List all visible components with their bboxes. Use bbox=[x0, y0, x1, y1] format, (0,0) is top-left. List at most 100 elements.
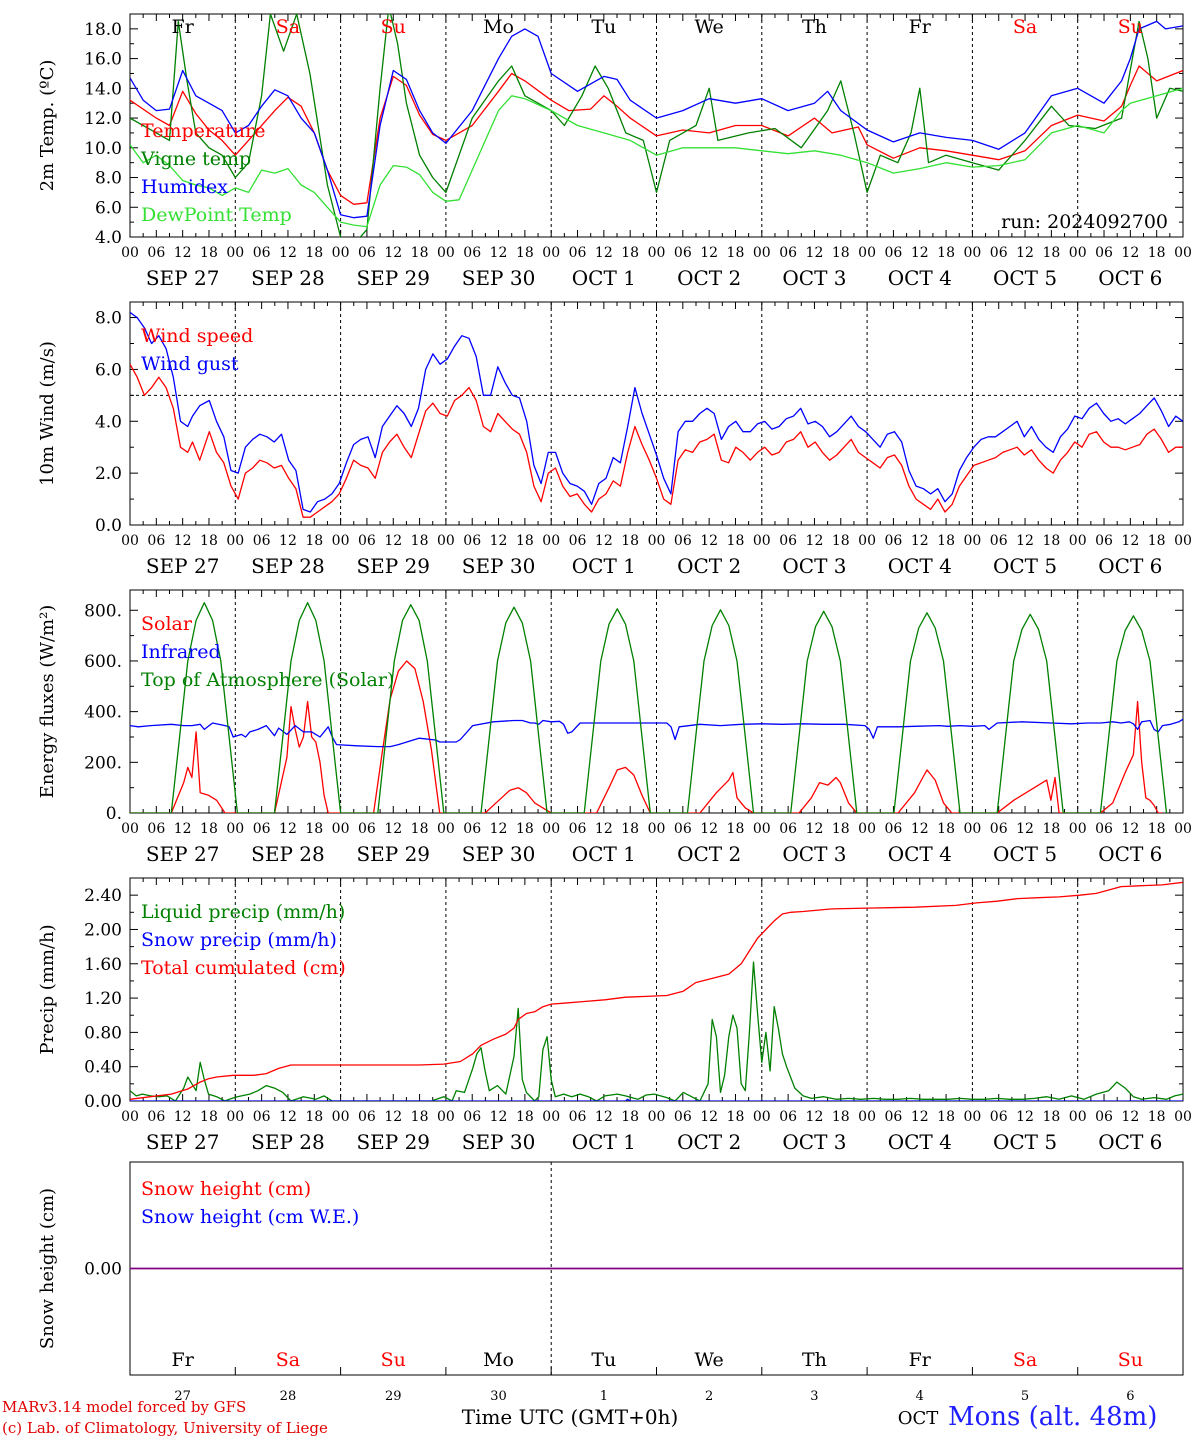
hour-tick-label: 00 bbox=[963, 821, 981, 837]
hour-tick-label: 00 bbox=[226, 821, 244, 837]
hour-tick-label: 18 bbox=[727, 1109, 745, 1125]
hour-tick-label: 00 bbox=[1069, 1109, 1087, 1125]
y-tick-label: 600. bbox=[84, 652, 122, 672]
hour-tick-label: 00 bbox=[1174, 821, 1192, 837]
date-label: OCT 1 bbox=[572, 554, 636, 578]
hour-tick-label: 18 bbox=[305, 245, 323, 261]
hour-tick-label: 18 bbox=[200, 1109, 218, 1125]
day-label: We bbox=[695, 16, 724, 38]
date-label: SEP 27 bbox=[146, 554, 220, 578]
y-axis-label: Snow height (cm) bbox=[37, 1188, 58, 1349]
hour-tick-label: 06 bbox=[779, 245, 797, 261]
hour-tick-label: 00 bbox=[226, 245, 244, 261]
day-label: Sa bbox=[1013, 1349, 1037, 1371]
day-label: Sa bbox=[276, 1349, 300, 1371]
hour-tick-label: 18 bbox=[621, 1109, 639, 1125]
y-tick-label: 10.0 bbox=[84, 139, 122, 159]
panel-temp: 4.0 6.0 8.0 10.0 12.0 14.0 16.0 18.0 2m Temp. (º… bbox=[37, 13, 1192, 290]
day-number-label: 6 bbox=[1126, 1389, 1134, 1404]
y-tick-label: 2.0 bbox=[95, 464, 122, 484]
series-line-vigne-temp bbox=[130, 14, 1183, 237]
hour-tick-label: 12 bbox=[1121, 245, 1139, 261]
series-line-top-of-atmosphere-solar- bbox=[130, 602, 1168, 813]
y-tick-label: 4.0 bbox=[95, 412, 122, 432]
y-tick-label: 0.40 bbox=[84, 1058, 122, 1078]
y-axis-label: 10m Wind (m/s) bbox=[37, 341, 58, 486]
day-number-label: 27 bbox=[174, 1389, 191, 1404]
hour-tick-label: 18 bbox=[411, 245, 429, 261]
y-tick-label: 16.0 bbox=[84, 50, 122, 70]
date-label: OCT 6 bbox=[1098, 266, 1162, 290]
hour-tick-label: 06 bbox=[463, 1109, 481, 1125]
legend-entry: Vigne temp bbox=[140, 148, 251, 170]
hour-tick-label: 06 bbox=[147, 821, 165, 837]
hour-tick-label: 00 bbox=[226, 533, 244, 549]
hour-tick-label: 18 bbox=[832, 245, 850, 261]
hour-tick-label: 06 bbox=[674, 821, 692, 837]
legend-entry: Liquid precip (mm/h) bbox=[141, 901, 345, 923]
series-line-temperature bbox=[130, 65, 1183, 205]
hour-tick-label: 00 bbox=[858, 821, 876, 837]
day-label: Mo bbox=[483, 1349, 514, 1371]
hour-tick-label: 00 bbox=[648, 821, 666, 837]
hour-tick-label: 18 bbox=[1042, 533, 1060, 549]
legend-entry: Infrared bbox=[141, 641, 221, 663]
date-label: OCT 4 bbox=[888, 1130, 952, 1154]
hour-tick-label: 00 bbox=[437, 245, 455, 261]
date-label: OCT 2 bbox=[677, 266, 741, 290]
y-tick-label: 14.0 bbox=[84, 79, 122, 99]
hour-tick-label: 18 bbox=[832, 533, 850, 549]
day-label: We bbox=[695, 1349, 724, 1371]
series-line-humidex bbox=[130, 20, 1183, 219]
series-line-solar bbox=[130, 660, 1163, 813]
y-tick-label: 200. bbox=[84, 753, 122, 773]
date-label: OCT 5 bbox=[993, 266, 1057, 290]
hour-tick-label: 18 bbox=[200, 533, 218, 549]
hour-tick-label: 12 bbox=[174, 245, 192, 261]
hour-tick-label: 00 bbox=[963, 533, 981, 549]
hour-tick-label: 06 bbox=[779, 1109, 797, 1125]
hour-tick-label: 12 bbox=[700, 1109, 718, 1125]
day-label: Fr bbox=[909, 16, 932, 38]
hour-tick-label: 18 bbox=[937, 1109, 955, 1125]
hour-tick-label: 06 bbox=[990, 245, 1008, 261]
y-axis-label: Energy fluxes (W/m²) bbox=[37, 605, 58, 799]
month-label: OCT bbox=[898, 1408, 939, 1429]
hour-tick-label: 06 bbox=[358, 821, 376, 837]
hour-tick-label: 12 bbox=[1121, 821, 1139, 837]
panel-snow: 0.00 Snow height (cm) Snow height (cm) Snow… bbox=[37, 1161, 1184, 1376]
hour-tick-label: 00 bbox=[121, 1109, 139, 1125]
hour-tick-label: 00 bbox=[542, 821, 560, 837]
date-label: SEP 29 bbox=[356, 1130, 430, 1154]
series-group bbox=[130, 14, 1183, 237]
hour-tick-label: 18 bbox=[200, 821, 218, 837]
hour-tick-label: 00 bbox=[121, 245, 139, 261]
hour-tick-label: 06 bbox=[147, 533, 165, 549]
hour-tick-label: 00 bbox=[963, 1109, 981, 1125]
hour-tick-label: 00 bbox=[121, 821, 139, 837]
y-tick-label: 0. bbox=[106, 804, 122, 824]
hour-tick-label: 00 bbox=[648, 1109, 666, 1125]
hour-tick-label: 06 bbox=[1095, 1109, 1113, 1125]
hour-tick-label: 18 bbox=[516, 245, 534, 261]
date-label: OCT 4 bbox=[888, 554, 952, 578]
date-label: OCT 3 bbox=[782, 1130, 846, 1154]
hour-tick-label: 12 bbox=[1121, 1109, 1139, 1125]
hour-tick-label: 18 bbox=[1148, 245, 1166, 261]
hour-tick-label: 06 bbox=[779, 533, 797, 549]
hour-tick-label: 06 bbox=[1095, 245, 1113, 261]
y-axis-label: 2m Temp. (ºC) bbox=[37, 60, 58, 192]
panel-precip: 0.00 0.40 0.80 1.20 1.60 2.00 2.40 Precip (mm/h… bbox=[37, 877, 1192, 1154]
hour-tick-label: 18 bbox=[305, 821, 323, 837]
series-group bbox=[130, 602, 1183, 813]
y-tick-label: 0.80 bbox=[84, 1023, 122, 1043]
hour-tick-label: 18 bbox=[1148, 1109, 1166, 1125]
hour-tick-label: 12 bbox=[806, 821, 824, 837]
hour-tick-label: 00 bbox=[437, 1109, 455, 1125]
series-line-infrared bbox=[130, 718, 1183, 748]
hour-tick-label: 18 bbox=[1148, 533, 1166, 549]
y-tick-label: 18.0 bbox=[84, 20, 122, 40]
date-label: SEP 28 bbox=[251, 1130, 325, 1154]
date-label: OCT 1 bbox=[572, 842, 636, 866]
hour-tick-label: 06 bbox=[463, 821, 481, 837]
